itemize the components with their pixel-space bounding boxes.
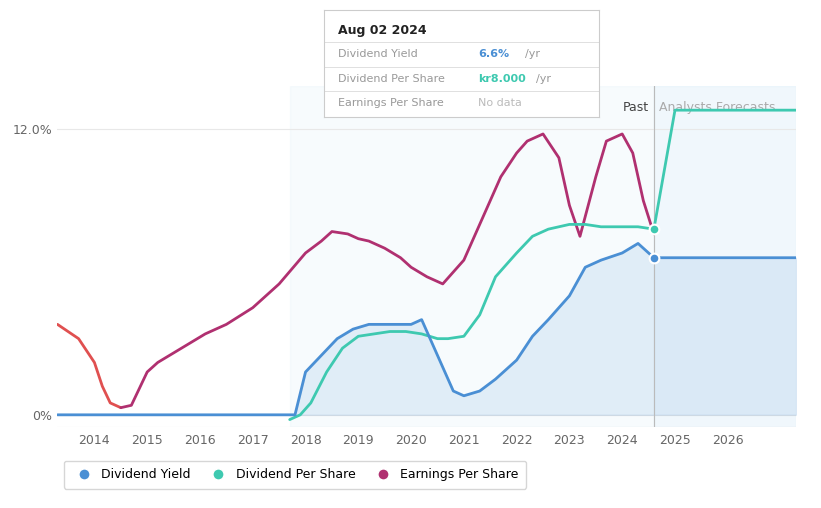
Text: Dividend Per Share: Dividend Per Share	[338, 74, 445, 84]
Bar	[290, 86, 654, 427]
Bar	[654, 86, 796, 427]
Text: Earnings Per Share: Earnings Per Share	[338, 98, 444, 108]
Text: No data: No data	[479, 98, 522, 108]
Text: Dividend Yield: Dividend Yield	[338, 49, 418, 59]
Text: /yr: /yr	[525, 49, 540, 59]
Text: /yr: /yr	[536, 74, 551, 84]
Text: Analysts Forecasts: Analysts Forecasts	[659, 101, 776, 114]
Text: 6.6%: 6.6%	[479, 49, 510, 59]
Legend: Dividend Yield, Dividend Per Share, Earnings Per Share: Dividend Yield, Dividend Per Share, Earn…	[64, 461, 526, 489]
Text: kr8.000: kr8.000	[479, 74, 526, 84]
Text: Past: Past	[622, 101, 649, 114]
Text: Aug 02 2024: Aug 02 2024	[338, 24, 427, 37]
